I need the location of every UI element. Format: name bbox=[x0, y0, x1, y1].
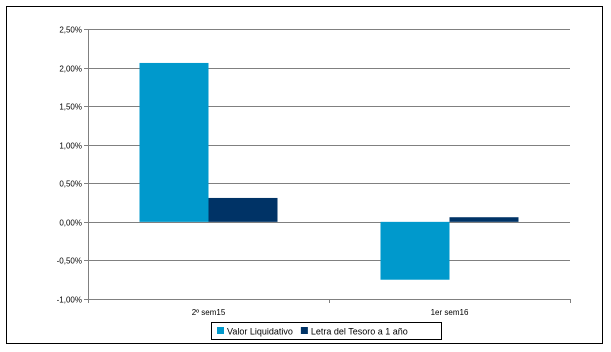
y-tick-label: 1,00% bbox=[59, 142, 82, 151]
bar-letra-tesoro-1 bbox=[208, 197, 278, 222]
y-tick-label: -1,00% bbox=[57, 296, 82, 305]
y-tick-label: 2,50% bbox=[59, 26, 82, 35]
x-tick-label: 2º sem15 bbox=[192, 308, 226, 317]
legend-swatch bbox=[300, 327, 308, 334]
bars bbox=[139, 62, 519, 280]
legend-swatch bbox=[217, 327, 224, 334]
y-tick-label: 1,50% bbox=[59, 103, 82, 112]
x-axis-tick-labels: 2º sem15 1er sem16 bbox=[192, 308, 469, 317]
y-tick-label: 0,50% bbox=[59, 180, 82, 189]
chart-frame bbox=[6, 6, 603, 344]
y-axis-tick-labels: 2,50% 2,00% 1,50% 1,00% 0,50% 0,00% -0,50% -1,0… bbox=[57, 26, 82, 305]
bar-letra-tesoro-2 bbox=[449, 217, 519, 222]
bar-valor-liquidativo-2 bbox=[380, 221, 450, 280]
legend-box bbox=[211, 322, 442, 340]
legend-label: Valor Liquidativo bbox=[227, 327, 293, 337]
y-tick-label: 0,00% bbox=[59, 219, 82, 228]
bar-valor-liquidativo-1 bbox=[139, 62, 209, 222]
x-tick-label: 1er sem16 bbox=[431, 308, 469, 317]
legend-label: Letra del Tesoro a 1 año bbox=[311, 327, 408, 337]
y-tick-label: 2,00% bbox=[59, 65, 82, 74]
legend: Valor Liquidativo Letra del Tesoro a 1 añ… bbox=[211, 322, 442, 340]
y-tick-label: -0,50% bbox=[57, 257, 82, 266]
